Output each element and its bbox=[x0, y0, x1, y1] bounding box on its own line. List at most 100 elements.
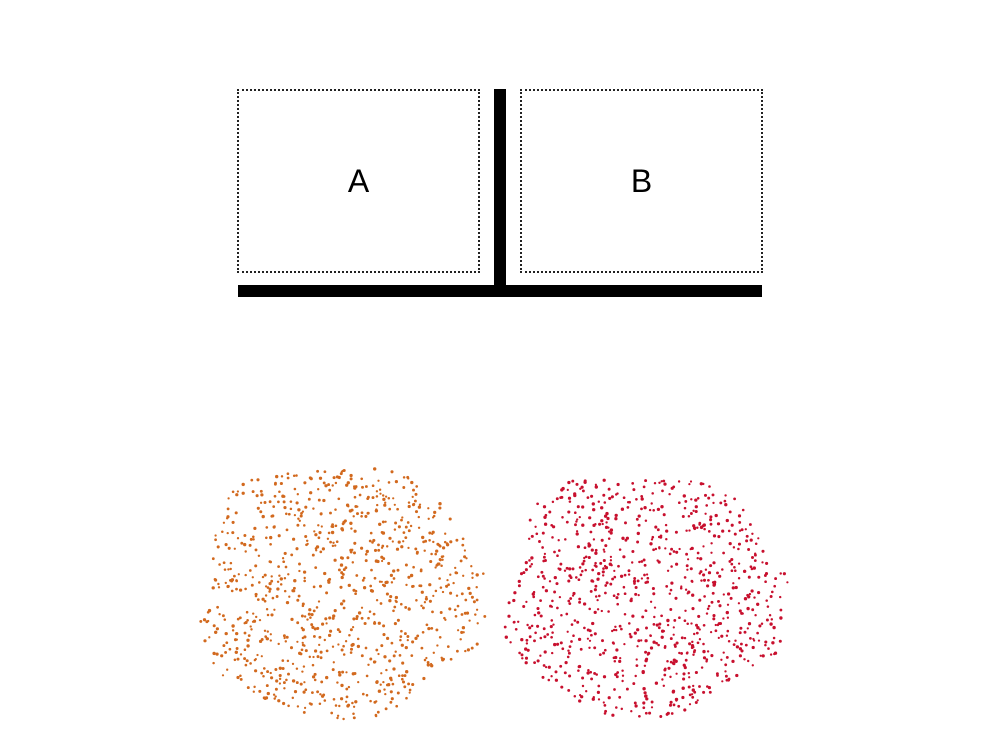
particle-dot bbox=[688, 703, 692, 706]
particle-dot bbox=[252, 690, 255, 693]
particle-dot bbox=[571, 567, 575, 571]
particle-dot bbox=[309, 477, 313, 481]
particle-dot bbox=[401, 674, 404, 677]
particle-dot bbox=[283, 636, 286, 640]
particle-dot bbox=[690, 546, 694, 551]
particle-dot bbox=[316, 469, 320, 473]
particle-dot bbox=[360, 546, 364, 550]
particle-dot bbox=[530, 624, 534, 628]
particle-dot bbox=[349, 550, 353, 554]
particle-dot bbox=[263, 501, 267, 504]
particle-dot bbox=[407, 682, 411, 686]
particle-dot bbox=[653, 615, 656, 619]
particle-dot bbox=[230, 589, 234, 593]
particle-dot bbox=[702, 623, 706, 627]
particle-dot bbox=[724, 503, 728, 507]
particle-dot bbox=[234, 511, 238, 515]
particle-dot bbox=[602, 558, 606, 563]
particle-dot bbox=[235, 579, 238, 583]
particle-dot bbox=[640, 639, 643, 642]
particle-dot bbox=[663, 667, 667, 671]
particle-dot bbox=[466, 648, 470, 652]
particle-dot bbox=[693, 527, 697, 531]
particle-dot bbox=[302, 665, 306, 668]
particle-dot bbox=[530, 534, 534, 538]
particle-dot bbox=[312, 585, 316, 589]
particle-dot bbox=[541, 531, 545, 535]
particle-dot bbox=[683, 506, 687, 510]
particle-dot bbox=[441, 558, 444, 561]
particle-dot bbox=[628, 632, 632, 636]
particle-dot bbox=[288, 595, 291, 598]
particle-dot bbox=[633, 577, 637, 580]
particle-dot bbox=[408, 688, 412, 692]
particle-dot bbox=[688, 676, 691, 679]
particle-dot bbox=[612, 594, 616, 598]
particle-dot bbox=[347, 583, 351, 588]
particle-dot bbox=[357, 611, 362, 615]
particle-dot bbox=[764, 640, 768, 644]
particle-dot bbox=[680, 651, 684, 655]
particle-dot bbox=[650, 706, 654, 709]
particle-dot bbox=[700, 579, 703, 582]
particle-dot bbox=[564, 661, 568, 665]
particle-dot bbox=[548, 510, 552, 514]
particle-dot bbox=[415, 485, 419, 488]
particle-dot bbox=[376, 503, 379, 507]
particle-dot bbox=[723, 499, 727, 503]
particle-dot bbox=[313, 530, 316, 533]
particle-dot bbox=[364, 553, 368, 556]
particle-dot bbox=[536, 575, 540, 579]
particle-dot bbox=[432, 514, 436, 518]
particle-dot bbox=[391, 682, 395, 686]
particle-dot bbox=[313, 649, 318, 653]
particle-dot bbox=[675, 699, 678, 702]
particle-dot bbox=[711, 591, 715, 595]
particle-dot bbox=[620, 507, 625, 511]
particle-dot bbox=[615, 706, 618, 709]
particle-cluster-b bbox=[503, 478, 789, 718]
particle-dot bbox=[252, 538, 255, 541]
particle-dot bbox=[383, 503, 387, 507]
particle-dot bbox=[412, 488, 415, 492]
particle-dot bbox=[726, 678, 731, 682]
particle-dot bbox=[666, 623, 670, 627]
particle-dot bbox=[616, 592, 620, 596]
particle-dot bbox=[632, 488, 636, 492]
particle-dot bbox=[455, 538, 459, 542]
particle-dot bbox=[650, 502, 653, 505]
particle-dot bbox=[318, 476, 323, 480]
container-a-label: A bbox=[347, 163, 370, 199]
particle-dot bbox=[543, 577, 546, 580]
particle-dot bbox=[330, 711, 334, 715]
particle-dot bbox=[678, 547, 681, 551]
particle-dot bbox=[226, 531, 229, 535]
particle-dot bbox=[593, 671, 597, 675]
particle-dot bbox=[588, 646, 591, 649]
particle-dot bbox=[404, 525, 408, 529]
particle-dot bbox=[763, 574, 767, 577]
particle-dot bbox=[657, 643, 660, 647]
particle-dot bbox=[699, 557, 703, 561]
particle-dot bbox=[214, 538, 217, 542]
particle-dot bbox=[445, 584, 449, 588]
particle-dot bbox=[409, 524, 413, 528]
particle-dot bbox=[679, 586, 683, 590]
particle-dot bbox=[696, 626, 700, 630]
particle-dot bbox=[227, 497, 230, 500]
particle-dot bbox=[708, 690, 712, 694]
particle-dot bbox=[725, 610, 729, 615]
particle-dot bbox=[392, 569, 396, 573]
particle-dot bbox=[406, 638, 409, 642]
particle-dot bbox=[366, 495, 370, 499]
particle-dot bbox=[436, 644, 439, 647]
particle-dot bbox=[223, 568, 227, 571]
particle-dot bbox=[539, 636, 543, 640]
particle-dot bbox=[429, 662, 433, 666]
particle-dot bbox=[581, 505, 585, 509]
particle-dot bbox=[412, 502, 416, 506]
particle-dot bbox=[370, 568, 373, 572]
particle-dot bbox=[374, 713, 378, 717]
particle-dot bbox=[619, 574, 624, 578]
particle-dot bbox=[350, 527, 353, 530]
